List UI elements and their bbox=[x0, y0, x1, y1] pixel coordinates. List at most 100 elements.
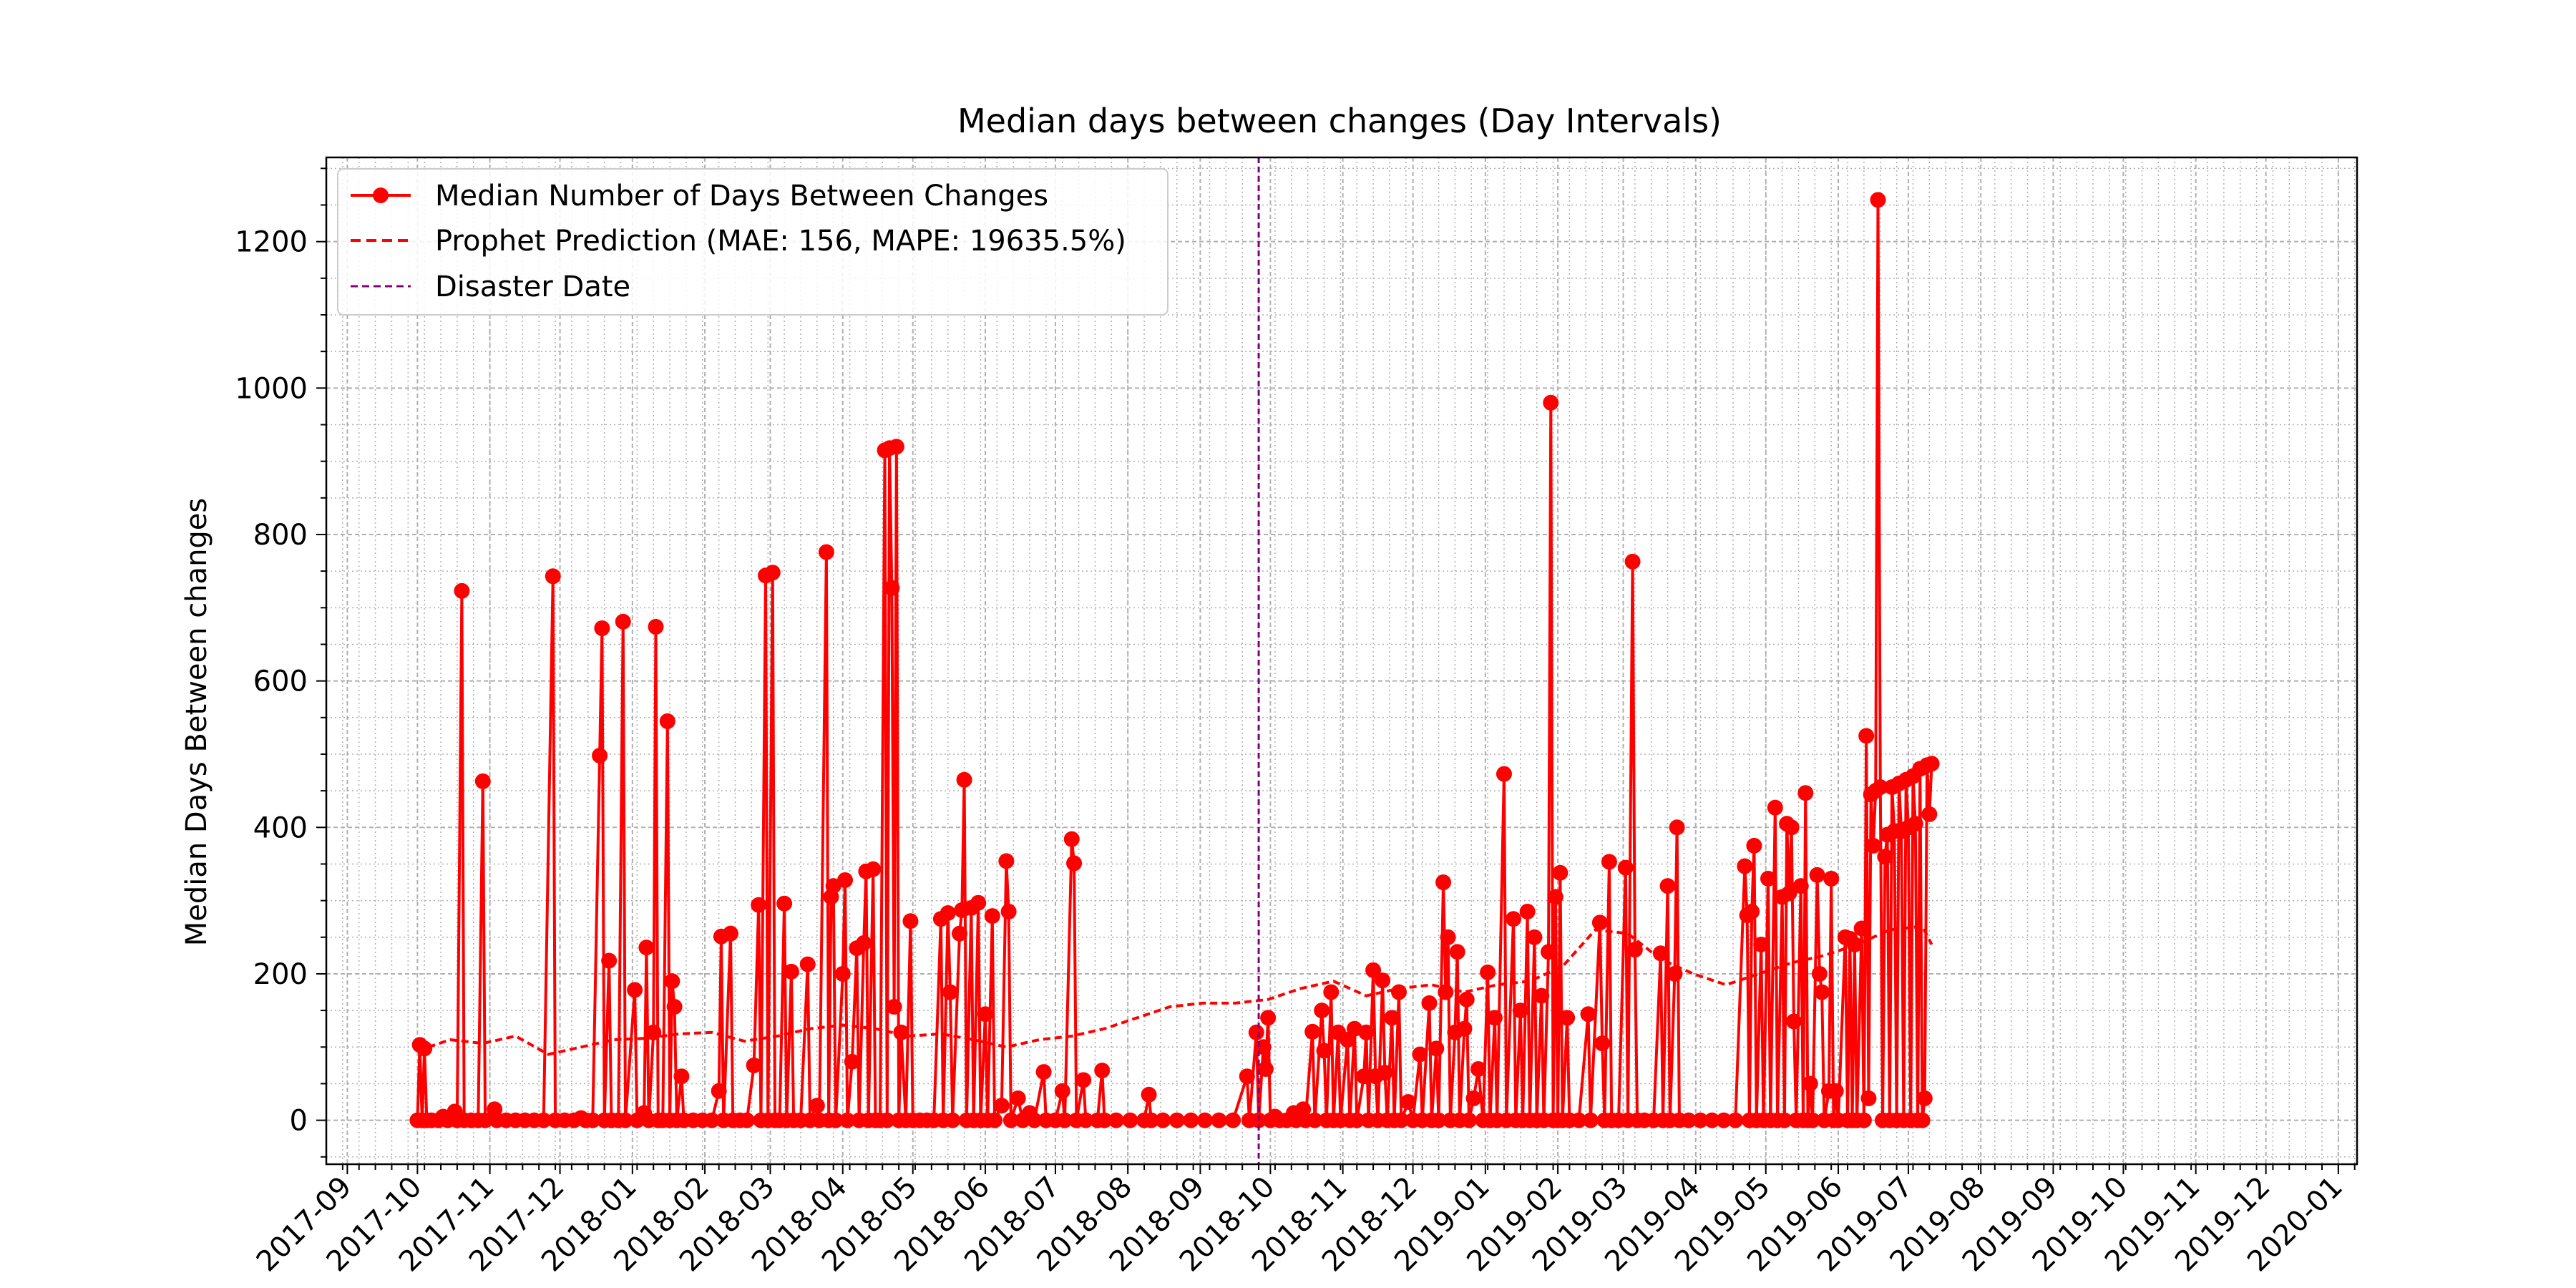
data-point bbox=[664, 973, 680, 990]
data-point bbox=[1438, 984, 1454, 1000]
data-point bbox=[1078, 1112, 1094, 1128]
data-point bbox=[1715, 1112, 1732, 1128]
data-point bbox=[1307, 1112, 1323, 1128]
data-point bbox=[1921, 806, 1938, 822]
data-point bbox=[1559, 1010, 1576, 1026]
data-point bbox=[751, 897, 767, 913]
data-point bbox=[1753, 937, 1770, 953]
data-point bbox=[1054, 1083, 1070, 1099]
data-point bbox=[648, 618, 664, 635]
data-point bbox=[1907, 816, 1923, 832]
data-point bbox=[783, 963, 799, 980]
data-point bbox=[1458, 991, 1475, 1008]
data-point bbox=[799, 956, 816, 972]
data-point bbox=[1783, 819, 1800, 836]
data-point bbox=[839, 1112, 856, 1128]
data-point bbox=[1805, 1112, 1821, 1128]
data-point bbox=[1316, 1043, 1332, 1059]
data-point bbox=[1846, 937, 1863, 953]
data-point bbox=[1377, 1065, 1393, 1081]
data-point bbox=[1002, 1112, 1019, 1128]
legend-label: Disaster Date bbox=[435, 270, 630, 303]
data-point bbox=[1196, 1112, 1213, 1128]
data-point bbox=[764, 565, 781, 581]
data-point bbox=[1580, 1006, 1596, 1023]
data-point bbox=[1412, 1046, 1428, 1063]
data-point bbox=[1000, 903, 1017, 919]
data-point bbox=[1260, 1010, 1277, 1026]
data-point bbox=[1141, 1086, 1157, 1103]
data-point bbox=[952, 925, 968, 942]
data-point bbox=[893, 1024, 909, 1040]
data-point bbox=[627, 982, 643, 998]
data-point bbox=[1449, 944, 1465, 960]
data-point bbox=[673, 1068, 690, 1085]
data-point bbox=[601, 952, 618, 969]
data-point bbox=[865, 861, 882, 877]
data-point bbox=[1057, 1112, 1073, 1128]
data-point bbox=[837, 872, 854, 888]
data-point bbox=[1792, 878, 1809, 894]
data-point bbox=[615, 613, 631, 630]
data-point bbox=[1143, 1112, 1159, 1128]
data-point bbox=[1659, 878, 1676, 894]
y-tick-label: 600 bbox=[253, 665, 308, 698]
y-tick-label: 800 bbox=[253, 519, 308, 552]
data-point bbox=[1870, 192, 1886, 208]
data-point bbox=[454, 582, 470, 599]
data-point bbox=[1744, 903, 1760, 919]
data-point bbox=[1582, 1112, 1599, 1128]
data-point bbox=[1727, 1112, 1744, 1128]
data-point bbox=[1552, 864, 1568, 881]
data-point bbox=[1877, 849, 1893, 865]
y-tick-label: 1000 bbox=[235, 372, 308, 405]
data-point bbox=[1669, 819, 1685, 836]
data-point bbox=[722, 925, 738, 942]
legend: Median Number of Days Between Changes Pro… bbox=[337, 168, 1169, 316]
data-point bbox=[1767, 799, 1783, 816]
data-point bbox=[884, 580, 900, 596]
data-point bbox=[1063, 831, 1080, 847]
grid bbox=[326, 157, 2357, 1164]
data-point bbox=[1460, 1112, 1477, 1128]
data-point bbox=[987, 1112, 1003, 1128]
y-tick-label: 200 bbox=[253, 958, 308, 991]
data-point bbox=[1183, 1112, 1199, 1128]
data-point bbox=[886, 998, 902, 1015]
data-point bbox=[1211, 1112, 1227, 1128]
data-point bbox=[1526, 929, 1543, 945]
data-point bbox=[1465, 1090, 1482, 1106]
data-point bbox=[902, 913, 919, 930]
data-point bbox=[1496, 766, 1512, 782]
data-point bbox=[1108, 1112, 1124, 1128]
data-point bbox=[1435, 874, 1452, 891]
data-point bbox=[1486, 1010, 1503, 1026]
data-point bbox=[477, 1112, 494, 1128]
y-tick-label: 400 bbox=[253, 811, 308, 844]
data-point bbox=[1384, 1010, 1400, 1026]
data-point bbox=[1823, 870, 1840, 887]
data-point bbox=[1393, 1112, 1410, 1128]
data-point bbox=[1680, 1112, 1697, 1128]
data-point bbox=[1456, 1020, 1473, 1037]
data-point bbox=[1802, 1075, 1818, 1092]
data-point bbox=[1225, 1112, 1241, 1128]
data-point bbox=[1010, 1090, 1026, 1106]
data-point bbox=[1858, 728, 1875, 744]
data-point bbox=[1314, 1002, 1330, 1019]
data-point bbox=[1547, 889, 1563, 905]
data-point bbox=[1853, 920, 1870, 937]
data-point bbox=[1349, 1112, 1365, 1128]
data-point bbox=[1865, 837, 1881, 854]
data-point bbox=[1704, 1112, 1720, 1128]
data-point bbox=[856, 935, 872, 951]
data-point bbox=[1169, 1112, 1185, 1128]
data-point bbox=[1814, 984, 1830, 1000]
data-point bbox=[1855, 1112, 1872, 1128]
legend-label: Prophet Prediction (MAE: 156, MAPE: 1963… bbox=[435, 225, 1126, 258]
data-point bbox=[1375, 972, 1391, 989]
data-point bbox=[844, 1053, 860, 1070]
data-point bbox=[1797, 785, 1814, 801]
data-point bbox=[1809, 867, 1825, 883]
data-point bbox=[1760, 870, 1777, 887]
